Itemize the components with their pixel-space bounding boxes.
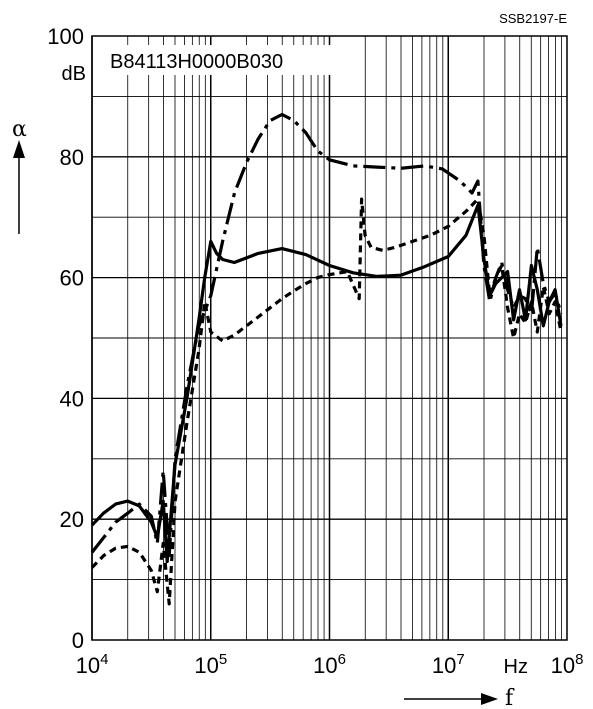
x-unit-label: Hz <box>504 656 528 678</box>
y-axis-arrow-head <box>13 140 25 158</box>
y-tick-label: 100 <box>47 24 84 49</box>
series-layer <box>90 112 563 606</box>
part-number: B84113H0000B030 <box>110 51 283 73</box>
x-tick-label: 106 <box>313 651 346 678</box>
plot-frame <box>91 35 568 641</box>
x-axis-label: f <box>505 686 515 709</box>
part-number-box <box>100 45 335 75</box>
grid <box>91 36 567 640</box>
x-axis-arrow-head <box>481 693 498 705</box>
x-tick-label: 107 <box>432 651 465 678</box>
y-tick-label: 20 <box>60 507 84 532</box>
y-tick-label: 0 <box>72 628 84 653</box>
y-tick-label: 60 <box>60 266 84 291</box>
x-tick-label: 108 <box>551 651 584 678</box>
reference-code: SSB2197-E <box>499 11 567 26</box>
series-line-solid <box>90 203 563 564</box>
y-tick-label: 40 <box>60 386 84 411</box>
y-tick-labels: 0 20 40 60 80 100 <box>47 24 84 653</box>
y-unit-label: dB <box>62 63 86 85</box>
series-line-long-dash <box>90 112 563 557</box>
y-tick-label: 80 <box>60 145 84 170</box>
x-tick-labels: 104 105 106 107 108 <box>76 651 584 678</box>
series-line-short-dash <box>90 197 563 606</box>
y-axis-label: α <box>12 117 27 142</box>
x-tick-label: 105 <box>194 651 227 678</box>
x-tick-label: 104 <box>76 651 109 678</box>
